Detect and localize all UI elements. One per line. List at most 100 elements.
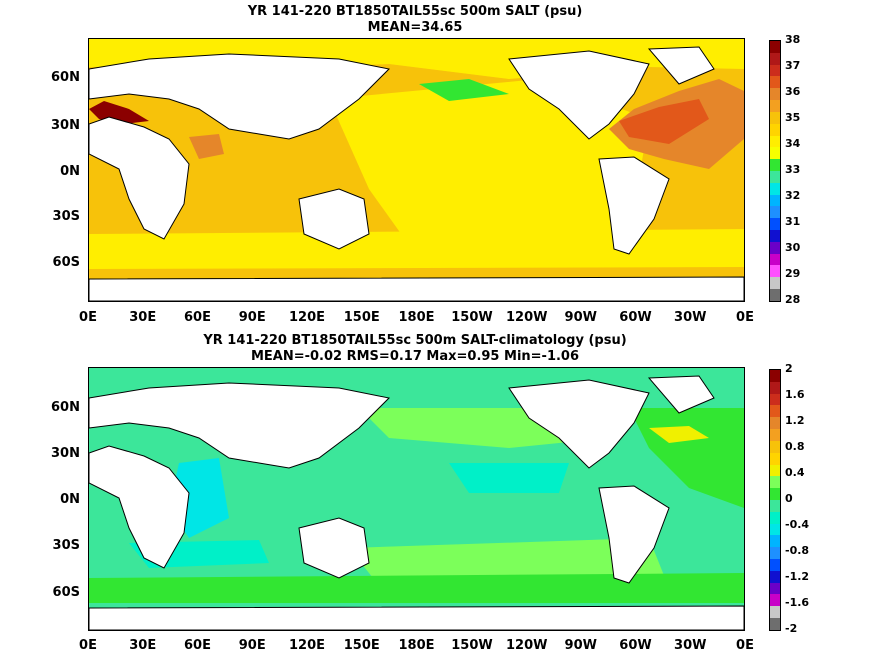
map-north-america — [508, 379, 650, 469]
colorbar-swatch — [770, 523, 780, 536]
lon-label: 90E — [238, 310, 266, 325]
lon-label: 0E — [79, 638, 97, 653]
colorbar-swatch — [770, 277, 780, 290]
colorbar-label: 38 — [785, 33, 801, 46]
lon-label: 120W — [506, 310, 548, 325]
map-australia — [298, 188, 370, 250]
salinity-anomaly-map — [88, 367, 745, 631]
panel2-title-line1: YR 141-220 BT1850TAIL55sc 500m SALT-clim… — [203, 333, 627, 348]
lon-label: 0E — [79, 310, 97, 325]
lon-label: 90W — [564, 638, 597, 653]
colorbar-label: 1.2 — [785, 414, 805, 427]
colorbar-swatch — [770, 511, 780, 524]
lat-label: 60S — [52, 255, 80, 270]
colorbar-salinity — [769, 40, 781, 302]
colorbar-swatch — [770, 464, 780, 477]
map-atlantic-core — [619, 99, 709, 144]
lon-label: 30E — [129, 638, 157, 653]
map-pacific-eq-negative — [449, 463, 569, 493]
colorbar-swatch — [770, 289, 780, 301]
colorbar-swatch — [770, 499, 780, 512]
map-antarctica — [89, 605, 744, 630]
colorbar-swatch — [770, 135, 780, 148]
lon-label: 30W — [674, 638, 707, 653]
lat-label: 0N — [60, 164, 80, 179]
colorbar-swatch — [770, 452, 780, 465]
lon-label: 60E — [184, 310, 211, 325]
colorbar-label: 0 — [785, 492, 793, 505]
lat-label: 60S — [52, 585, 80, 600]
map-pacific-fresher-region — [329, 79, 649, 269]
panel1-title-line1: YR 141-220 BT1850TAIL55sc 500m SALT (psu… — [247, 4, 583, 19]
lat-label: 60N — [51, 400, 80, 415]
colorbar-swatch — [770, 230, 780, 242]
colorbar-label: 0.8 — [785, 440, 805, 453]
colorbar-swatch — [770, 535, 780, 548]
colorbar-swatch — [770, 265, 780, 278]
colorbar-swatch — [770, 100, 780, 112]
panel2-title-line2: MEAN=-0.02 RMS=0.17 Max=0.95 Min=-1.06 — [250, 349, 580, 364]
colorbar-swatch — [770, 241, 780, 254]
colorbar-swatch — [770, 582, 780, 595]
colorbar-swatch — [770, 594, 780, 607]
colorbar-anomaly — [769, 369, 781, 631]
map-arabian-sea — [189, 134, 224, 159]
colorbar-label: -1.6 — [785, 596, 810, 609]
colorbar-label: -0.8 — [785, 544, 810, 557]
colorbar-swatch — [770, 147, 780, 160]
map-south-america — [598, 485, 670, 584]
colorbar-swatch — [770, 606, 780, 619]
colorbar-label: -2 — [785, 622, 798, 635]
colorbar-label: 34 — [785, 137, 801, 150]
lon-label: 60W — [619, 638, 652, 653]
colorbar-label: 0.4 — [785, 466, 805, 479]
colorbar-swatch — [770, 123, 780, 136]
lon-label: 120E — [288, 638, 326, 653]
lon-label: 60E — [184, 638, 211, 653]
colorbar-swatch — [770, 559, 780, 571]
colorbar-swatch — [770, 170, 780, 183]
colorbar-label: -0.4 — [785, 518, 810, 531]
colorbar-swatch — [770, 41, 780, 53]
map-southern-ocean — [89, 267, 744, 275]
lat-label: 0N — [60, 492, 80, 507]
lon-label: 120W — [506, 638, 548, 653]
colorbar-swatch — [770, 618, 780, 630]
map-eurasia — [89, 53, 391, 140]
map-eurasia — [89, 382, 391, 469]
colorbar-swatch — [770, 253, 780, 266]
colorbar-label: 36 — [785, 85, 801, 98]
colorbar-swatch — [770, 159, 780, 171]
map-south-band — [89, 229, 744, 271]
map-australia — [298, 517, 370, 579]
colorbar-swatch — [770, 440, 780, 453]
lat-label: 30S — [52, 209, 80, 224]
colorbar-swatch — [770, 218, 780, 230]
colorbar-swatch — [770, 570, 780, 583]
lon-label: 150E — [343, 638, 380, 653]
colorbar-label: 37 — [785, 59, 801, 72]
colorbar-swatch — [770, 393, 780, 406]
lon-label: 0E — [736, 310, 754, 325]
colorbar-label: 28 — [785, 293, 801, 306]
colorbar-label: 30 — [785, 241, 801, 254]
colorbar-swatch — [770, 417, 780, 430]
map-south-america — [598, 156, 670, 255]
colorbar-label: 33 — [785, 163, 801, 176]
map-greenland — [647, 46, 715, 85]
map-greenland — [647, 375, 715, 414]
lat-label: 30N — [51, 118, 80, 133]
colorbar-swatch — [770, 64, 780, 77]
lon-label: 90W — [564, 310, 597, 325]
lon-label: 150W — [451, 310, 493, 325]
colorbar-swatch — [770, 476, 780, 489]
lat-label: 30N — [51, 446, 80, 461]
colorbar-label: 35 — [785, 111, 801, 124]
colorbar-swatch — [770, 547, 780, 559]
lon-label: 120E — [288, 310, 326, 325]
colorbar-label: 32 — [785, 189, 801, 202]
colorbar-swatch — [770, 111, 780, 124]
map-africa — [89, 445, 190, 569]
colorbar-swatch — [770, 381, 780, 394]
lon-label: 0E — [736, 638, 754, 653]
